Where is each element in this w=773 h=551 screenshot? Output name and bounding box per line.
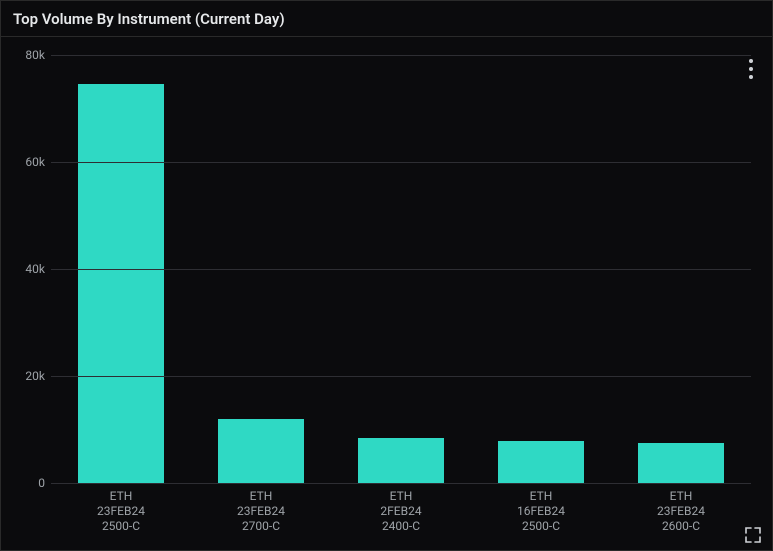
gridline	[51, 483, 751, 484]
x-tick-label: ETH 2FEB24 2400-C	[331, 489, 471, 534]
expand-icon[interactable]	[744, 526, 762, 544]
y-tick-label: 20k	[25, 369, 51, 383]
bar[interactable]	[498, 441, 585, 483]
x-tick-label: ETH 23FEB24 2700-C	[191, 489, 331, 534]
chart-area: ETH 23FEB24 2500-CETH 23FEB24 2700-CETH …	[1, 37, 772, 550]
y-tick-label: 40k	[25, 262, 51, 276]
bar[interactable]	[78, 84, 165, 483]
y-tick-label: 80k	[25, 48, 51, 62]
gridline	[51, 55, 751, 56]
panel-header: Top Volume By Instrument (Current Day)	[1, 1, 772, 37]
bar[interactable]	[218, 419, 305, 483]
panel-title: Top Volume By Instrument (Current Day)	[13, 10, 285, 28]
gridline	[51, 376, 751, 377]
chart-panel: Top Volume By Instrument (Current Day) E…	[0, 0, 773, 551]
x-tick-label: ETH 23FEB24 2500-C	[51, 489, 191, 534]
x-tick-label: ETH 16FEB24 2500-C	[471, 489, 611, 534]
y-tick-label: 0	[38, 476, 51, 490]
bar[interactable]	[638, 443, 725, 483]
y-tick-label: 60k	[25, 155, 51, 169]
gridline	[51, 269, 751, 270]
gridline	[51, 162, 751, 163]
bar[interactable]	[358, 438, 445, 483]
x-axis-labels: ETH 23FEB24 2500-CETH 23FEB24 2700-CETH …	[51, 483, 751, 534]
x-tick-label: ETH 23FEB24 2600-C	[611, 489, 751, 534]
chart-plot: ETH 23FEB24 2500-CETH 23FEB24 2700-CETH …	[51, 55, 751, 483]
